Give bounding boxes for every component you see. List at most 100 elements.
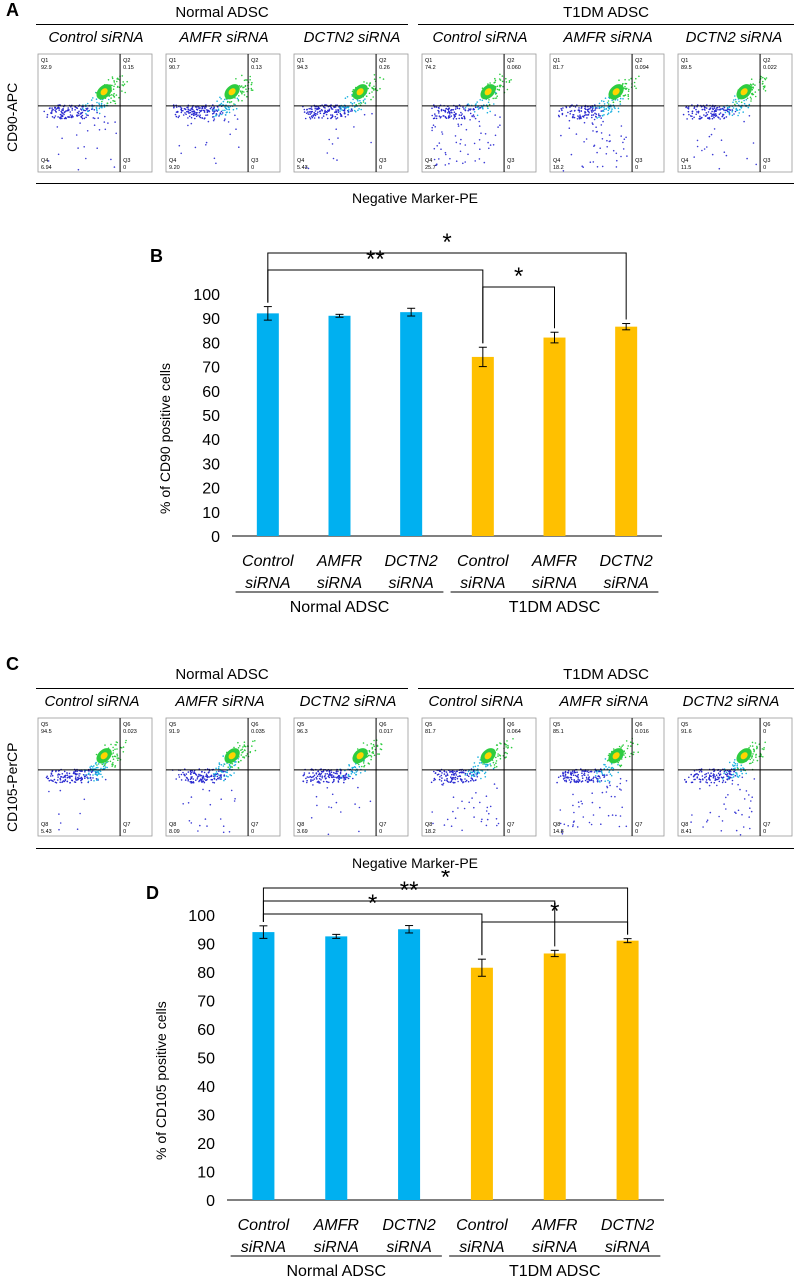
panel-c-event-dot — [745, 772, 747, 775]
panel-c-event-dot — [216, 775, 219, 778]
panel-c-event-dot — [572, 824, 574, 826]
panel-a-event-dot — [572, 114, 575, 116]
panel-c-event-dot — [352, 766, 355, 769]
panel-a-event-dot — [335, 109, 337, 111]
panel-c-event-dot — [721, 781, 724, 784]
panel-c-q-value-ul: 94.5 — [41, 729, 52, 735]
panel-c-event-dot — [476, 774, 478, 776]
panel-a-event-dot — [734, 103, 736, 106]
panel-c-event-dot — [187, 778, 189, 781]
panel-c-event-dot — [51, 779, 53, 782]
panel-c-event-dot — [46, 775, 48, 778]
panel-c-event-dot — [50, 775, 52, 777]
panel-c-event-dot — [362, 762, 365, 764]
panel-a-event-dot — [496, 88, 499, 91]
panel-c-event-dot — [745, 790, 748, 792]
panel-c-event-dot — [752, 753, 754, 755]
panel-c-event-dot — [98, 772, 100, 775]
panel-c-event-dot — [731, 783, 734, 785]
panel-a-event-dot — [71, 109, 73, 111]
panel-a-event-dot — [717, 108, 719, 111]
panel-c-event-dot — [315, 795, 318, 798]
panel-c-event-dot — [497, 755, 499, 757]
panel-c-event-dot — [101, 763, 104, 766]
panel-a-event-dot — [198, 106, 200, 108]
panel-a-event-dot — [607, 109, 610, 112]
panel-a-event-dot — [580, 110, 583, 112]
panel-a-event-dot — [617, 110, 620, 113]
panel-a-event-dot — [613, 106, 616, 108]
panel-c-event-dot — [225, 775, 228, 777]
panel-a-event-dot — [473, 108, 476, 111]
panel-c-event-dot — [199, 824, 201, 827]
panel-c-q-name-ul: Q5 — [553, 722, 560, 728]
panel-a-event-dot — [739, 108, 741, 111]
panel-a-plot-frame — [549, 53, 665, 173]
panel-c-event-dot — [577, 776, 579, 779]
panel-a-event-dot — [602, 120, 604, 123]
panel-c-event-dot — [608, 753, 611, 755]
panel-a-event-dot — [448, 162, 450, 165]
panel-a-event-dot — [601, 138, 604, 140]
panel-a-q-value-lr: 0 — [507, 165, 510, 171]
panel-a-event-dot — [195, 115, 198, 118]
panel-c-event-dot — [705, 775, 707, 778]
panel-a-event-dot — [447, 115, 450, 118]
panel-a-event-dot — [589, 108, 591, 110]
panel-c-event-dot — [178, 774, 180, 776]
panel-a-event-dot — [574, 106, 577, 108]
panel-a-event-dot — [121, 90, 123, 92]
panel-a-event-dot — [703, 108, 705, 111]
panel-c-event-dot — [353, 766, 356, 768]
panel-c-event-dot — [464, 772, 467, 775]
panel-c-cond-4: Control siRNA — [428, 693, 524, 710]
panel-a-event-dot — [180, 108, 182, 111]
panel-c-event-dot — [100, 773, 102, 776]
panel-a-event-dot — [602, 110, 605, 112]
panel-c-event-dot — [573, 811, 575, 814]
panel-a-q-value-ll: 11.5 — [681, 165, 691, 171]
panel-a-event-dot — [565, 115, 568, 117]
panel-c-event-dot — [431, 811, 434, 813]
panel-a-event-dot — [561, 113, 564, 116]
panel-c-event-dot — [364, 770, 366, 772]
panel-c-event-dot — [721, 820, 724, 822]
panel-c-event-dot — [324, 778, 327, 780]
panel-c-q-value-ll: 14.8 — [553, 829, 564, 835]
panel-c-event-dot — [454, 776, 457, 779]
panel-c-event-dot — [486, 806, 489, 809]
panel-a-event-dot — [69, 111, 71, 113]
panel-a-event-dot — [732, 99, 735, 101]
panel-a-event-dot — [92, 117, 95, 119]
panel-a-event-dot — [569, 106, 571, 108]
panel-c-event-dot — [457, 780, 459, 783]
panel-a-event-dot — [241, 99, 243, 102]
panel-a-event-dot — [368, 84, 371, 86]
panel-c-event-dot — [197, 830, 199, 832]
panel-a-event-dot — [447, 108, 450, 111]
panel-a-event-dot — [212, 119, 215, 122]
panel-c-event-dot — [227, 775, 229, 778]
panel-a-event-dot — [600, 132, 603, 134]
panel-a-event-dot — [95, 98, 98, 100]
panel-c-event-dot — [310, 780, 312, 783]
panel-a-event-dot — [627, 93, 629, 96]
panel-a-q-value-ur: 0.15 — [123, 65, 134, 71]
panel-c-event-dot — [90, 779, 92, 781]
panel-a-event-dot — [74, 106, 77, 108]
panel-c-event-dot — [198, 780, 200, 783]
panel-a-event-dot — [600, 117, 602, 119]
panel-a-event-dot — [363, 113, 366, 116]
panel-a-event-dot — [586, 114, 588, 116]
panel-a-event-dot — [245, 79, 247, 81]
panel-c-event-dot — [74, 781, 77, 783]
panel-a-event-dot — [362, 101, 365, 103]
panel-a-event-dot — [754, 84, 756, 86]
panel-c-event-dot — [97, 778, 99, 780]
panel-a-event-dot — [114, 83, 116, 85]
panel-c-event-dot — [378, 753, 381, 755]
panel-a-event-dot — [575, 133, 578, 135]
panel-a-event-dot — [357, 109, 359, 112]
panel-c-q-name-ul: Q5 — [41, 722, 48, 728]
panel-a-density-peak — [228, 88, 236, 96]
